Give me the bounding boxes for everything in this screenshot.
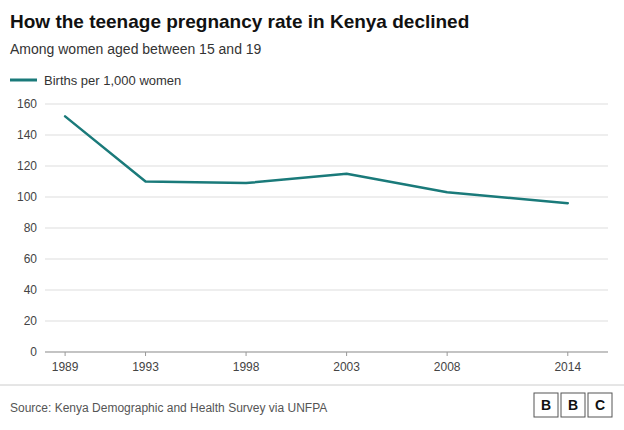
x-tick-label: 2008 bbox=[434, 360, 461, 374]
x-tick-label: 2014 bbox=[554, 360, 581, 374]
x-axis bbox=[45, 352, 608, 353]
subtitle: Among women aged between 15 and 19 bbox=[10, 41, 262, 57]
x-tick-label: 1993 bbox=[132, 360, 159, 374]
grid-line bbox=[45, 321, 608, 322]
grid-line bbox=[45, 135, 608, 136]
x-tick bbox=[346, 352, 347, 356]
x-tick bbox=[145, 352, 146, 356]
y-tick-label: 120 bbox=[17, 159, 37, 173]
legend-swatch bbox=[10, 79, 37, 82]
series-group bbox=[65, 116, 568, 203]
annotation: C bbox=[595, 397, 605, 413]
logo-box bbox=[561, 393, 585, 417]
source: Source: Kenya Demographic and Health Sur… bbox=[10, 401, 327, 415]
x-tick bbox=[447, 352, 448, 356]
grid-line bbox=[45, 352, 608, 353]
grid-line bbox=[45, 228, 608, 229]
x-tick bbox=[246, 352, 247, 356]
grid-line bbox=[45, 104, 608, 105]
y-tick-label: 140 bbox=[17, 128, 37, 142]
y-tick-label: 100 bbox=[17, 190, 37, 204]
legend-label: Births per 1,000 women bbox=[44, 73, 181, 88]
grid-line bbox=[45, 259, 608, 260]
y-tick-label: 20 bbox=[24, 314, 38, 328]
logo: BBC bbox=[534, 393, 612, 417]
logo-box bbox=[588, 393, 612, 417]
annotation: B bbox=[568, 397, 578, 413]
logo-box bbox=[534, 393, 558, 417]
x-tick-label: 2003 bbox=[333, 360, 360, 374]
y-tick-label: 60 bbox=[24, 252, 38, 266]
x-tick bbox=[567, 352, 568, 356]
y-tick-label: 0 bbox=[30, 345, 37, 359]
grid-line bbox=[45, 166, 608, 167]
y-tick-label: 80 bbox=[24, 221, 38, 235]
grid bbox=[45, 104, 608, 352]
chart: How the teenage pregnancy rate in Kenya … bbox=[0, 0, 624, 430]
grid-line bbox=[45, 290, 608, 291]
separator bbox=[0, 385, 624, 386]
title: How the teenage pregnancy rate in Kenya … bbox=[10, 11, 469, 32]
y-tick-label: 160 bbox=[17, 97, 37, 111]
x-tick-label: 1998 bbox=[233, 360, 260, 374]
grid-line bbox=[45, 197, 608, 198]
x-tick-label: 1989 bbox=[52, 360, 79, 374]
annotation: B bbox=[541, 397, 551, 413]
y-tick-label: 40 bbox=[24, 283, 38, 297]
x-tick bbox=[65, 352, 66, 356]
legend: Births per 1,000 women bbox=[10, 73, 181, 88]
line bbox=[65, 116, 568, 203]
